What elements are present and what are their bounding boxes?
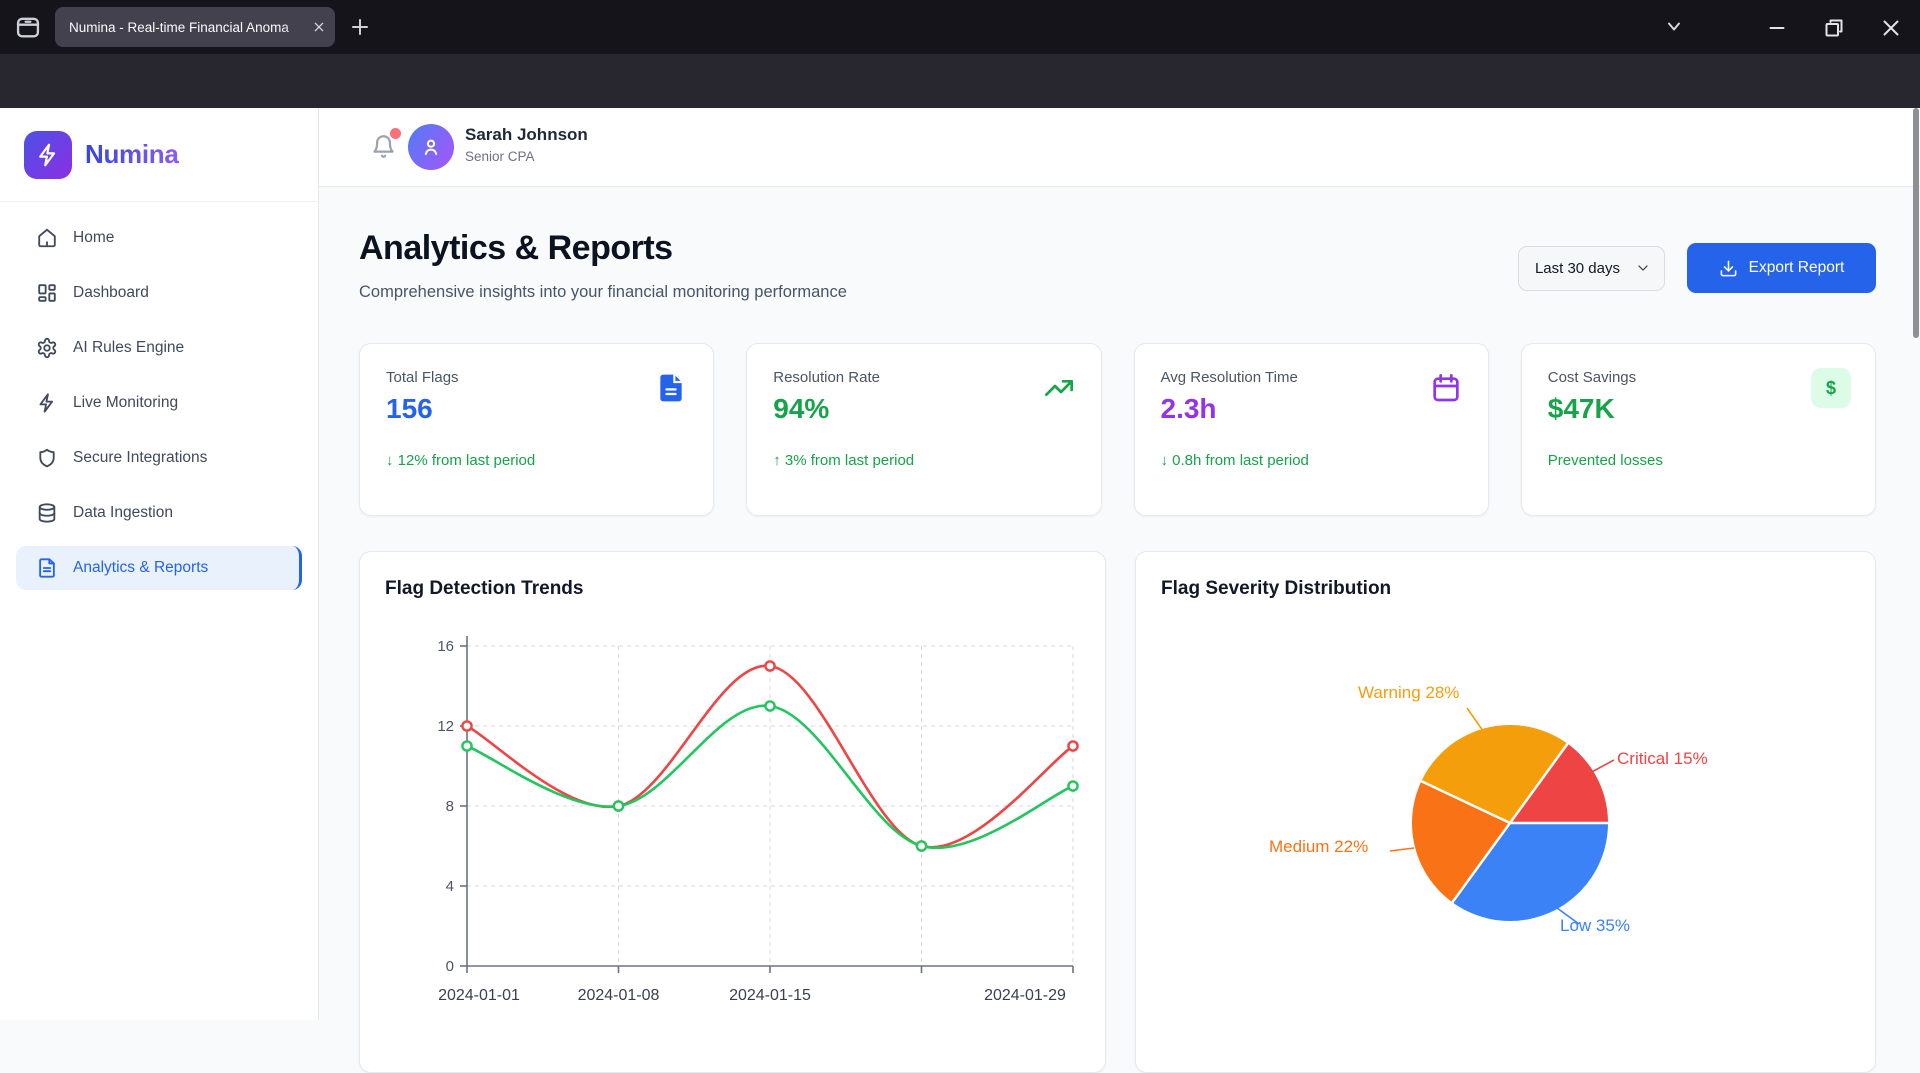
stat-label: Cost Savings [1547, 369, 1637, 386]
page-scrollbar[interactable] [1913, 108, 1919, 338]
pie-label-critical: Critical 15% [1617, 749, 1708, 768]
app-header: Sarah Johnson Senior CPA [319, 108, 1920, 187]
svg-text:4: 4 [446, 878, 454, 895]
browser-toolbar: silver-sopapillas-fa578f.netlify.app/rep… [0, 54, 1920, 155]
sidebar-item-label: Analytics & Reports [73, 559, 209, 576]
stat-card-avg-resolution-time: Avg Resolution Time 2.3h ↓ 0.8h from last … [1133, 343, 1489, 516]
export-report-label: Export Report [1748, 259, 1845, 276]
svg-text:16: 16 [437, 638, 454, 655]
sidebar-item-home[interactable]: Home [16, 216, 302, 260]
calendar-icon [1433, 374, 1459, 402]
pie-label-low: Low 35% [1560, 916, 1630, 935]
stat-value: 2.3h [1160, 393, 1217, 424]
dollar-icon: $ [1811, 368, 1851, 408]
app-sidebar: Numina Home Dashboard AI Rules Engine Live … [0, 108, 319, 1020]
pie-chart-card: Flag Severity Distribution Critical 15% L… [1135, 551, 1876, 1073]
date-range-value: Last 30 days [1534, 259, 1620, 277]
stat-value: 94% [773, 393, 830, 424]
main-content: Analytics & Reports Comprehensive insigh… [319, 187, 1920, 1073]
sidebar-item-dashboard[interactable]: Dashboard [16, 271, 302, 315]
database-icon [38, 503, 56, 523]
bell-icon[interactable] [370, 133, 397, 160]
sidebar-item-label: Live Monitoring [73, 394, 179, 411]
stat-card-cost-savings: Cost Savings $47K Prevented losses $ [1520, 343, 1876, 516]
tab-title: Numina - Real-time Financial Anoma [69, 19, 289, 35]
brand-name: Numina [85, 139, 179, 169]
line-chart-card: Flag Detection Trends 0 4 8 12 16 2024-01-01 2… [359, 551, 1106, 1073]
stat-label: Total Flags [386, 369, 459, 386]
lightning-bolt-icon [24, 130, 72, 179]
svg-text:12: 12 [437, 718, 454, 735]
sidebar-item-analytics-reports[interactable]: Analytics & Reports [16, 546, 302, 590]
sidebar-item-label: Data Ingestion [73, 504, 173, 521]
sidebar-item-live-monitoring[interactable]: Live Monitoring [16, 381, 302, 425]
line-chart-title: Flag Detection Trends [385, 578, 584, 599]
stat-delta: ↑ 3% from last period [773, 452, 915, 469]
svg-text:0: 0 [446, 958, 454, 975]
svg-text:2024-01-08: 2024-01-08 [578, 987, 660, 1004]
tab-close-icon[interactable] [311, 19, 327, 35]
minimize-icon[interactable] [1765, 16, 1789, 38]
sidebar-item-ai-rules-engine[interactable]: AI Rules Engine [16, 326, 302, 370]
close-icon[interactable] [1879, 16, 1903, 38]
pie-label-medium: Medium 22% [1269, 837, 1369, 856]
stats-row: Total Flags 156 ↓ 12% from last period Reso… [359, 343, 1876, 516]
stat-card-resolution-rate: Resolution Rate 94% ↑ 3% from last period [746, 343, 1102, 516]
avatar[interactable] [408, 124, 454, 170]
dashboard-grid-icon [38, 284, 56, 302]
date-range-select[interactable]: Last 30 days [1517, 245, 1665, 291]
new-tab-icon[interactable] [348, 15, 372, 39]
user-name: Sarah Johnson [465, 125, 588, 144]
file-text-filled-icon [655, 372, 687, 404]
user-role: Senior CPA [465, 149, 535, 164]
svg-text:2024-01-01: 2024-01-01 [438, 987, 520, 1004]
browser-tab[interactable]: Numina - Real-time Financial Anoma [55, 7, 335, 47]
export-report-button[interactable]: Export Report [1687, 243, 1876, 293]
stat-label: Resolution Rate [773, 369, 880, 386]
svg-text:2024-01-15: 2024-01-15 [729, 987, 811, 1004]
lightning-bolt-icon [39, 393, 54, 413]
tab-list-chevron-icon[interactable] [1662, 19, 1686, 35]
stat-delta: ↓ 0.8h from last period [1160, 452, 1309, 469]
header-controls: Last 30 days Export Report [1517, 243, 1876, 293]
restore-icon[interactable] [1822, 16, 1846, 38]
shield-icon [39, 448, 55, 468]
page-title: Analytics & Reports [359, 229, 673, 267]
trending-up-icon [1044, 380, 1073, 396]
svg-text:2024-01-29: 2024-01-29 [984, 987, 1066, 1004]
charts-row: Flag Detection Trends 0 4 8 12 16 2024-01-01 2… [359, 551, 1876, 1073]
sidebar-item-label: Home [73, 229, 115, 246]
pie-label-warning: Warning 28% [1358, 683, 1460, 702]
svg-text:8: 8 [446, 798, 454, 815]
stat-delta: Prevented losses [1547, 452, 1663, 469]
page-subtitle: Comprehensive insights into your financi… [359, 283, 847, 301]
gear-icon [37, 337, 57, 359]
firefox-view-icon[interactable] [14, 13, 42, 41]
pie-overlay-lines [1389, 707, 1615, 925]
sidebar-item-label: AI Rules Engine [73, 339, 185, 356]
sidebar-nav: Home Dashboard AI Rules Engine Live Monitor… [0, 202, 318, 590]
home-icon [38, 228, 56, 248]
stat-card-total-flags: Total Flags 156 ↓ 12% from last period [359, 343, 715, 516]
stat-delta: ↓ 12% from last period [386, 452, 536, 469]
line-chart[interactable]: 0 4 8 12 16 2024-01-01 2024-01-08 2024-01-15 202… [384, 622, 1083, 1022]
pie-chart-title: Flag Severity Distribution [1161, 578, 1392, 599]
stat-value: 156 [386, 393, 433, 424]
browser-tab-bar: Numina - Real-time Financial Anoma [0, 0, 1920, 54]
stat-value: $47K [1547, 393, 1615, 424]
file-text-icon [39, 558, 55, 578]
brand-row: Numina [0, 108, 318, 202]
chevron-down-icon [1638, 265, 1648, 271]
sidebar-item-secure-integrations[interactable]: Secure Integrations [16, 436, 302, 480]
sidebar-item-data-ingestion[interactable]: Data Ingestion [16, 491, 302, 535]
notification-dot [390, 128, 401, 139]
download-icon [1720, 260, 1737, 276]
stat-label: Avg Resolution Time [1160, 369, 1298, 386]
sidebar-item-label: Dashboard [73, 284, 149, 301]
sidebar-item-label: Secure Integrations [73, 449, 208, 466]
